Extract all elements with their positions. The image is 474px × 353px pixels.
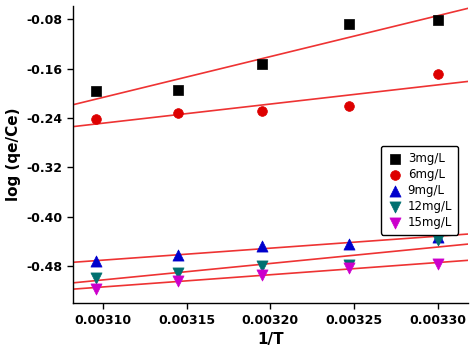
Y-axis label: log (qe/Ce): log (qe/Ce) [6, 108, 20, 201]
15mg/L [345, 265, 353, 270]
3mg/L [174, 88, 182, 93]
6mg/L [434, 71, 442, 77]
12mg/L [174, 270, 182, 275]
9mg/L [92, 259, 100, 264]
9mg/L [174, 252, 182, 258]
15mg/L [174, 278, 182, 283]
9mg/L [434, 234, 442, 240]
12mg/L [258, 263, 266, 269]
Legend: 3mg/L, 6mg/L, 9mg/L, 12mg/L, 15mg/L: 3mg/L, 6mg/L, 9mg/L, 12mg/L, 15mg/L [381, 146, 458, 235]
X-axis label: 1/T: 1/T [257, 333, 283, 347]
9mg/L [345, 241, 353, 246]
15mg/L [434, 261, 442, 267]
3mg/L [92, 89, 100, 94]
12mg/L [92, 275, 100, 280]
12mg/L [434, 237, 442, 243]
15mg/L [258, 272, 266, 278]
6mg/L [345, 103, 353, 109]
15mg/L [92, 286, 100, 292]
3mg/L [434, 18, 442, 23]
12mg/L [345, 262, 353, 267]
6mg/L [258, 108, 266, 113]
6mg/L [92, 116, 100, 122]
3mg/L [258, 61, 266, 66]
6mg/L [174, 110, 182, 116]
9mg/L [258, 243, 266, 249]
3mg/L [345, 21, 353, 27]
